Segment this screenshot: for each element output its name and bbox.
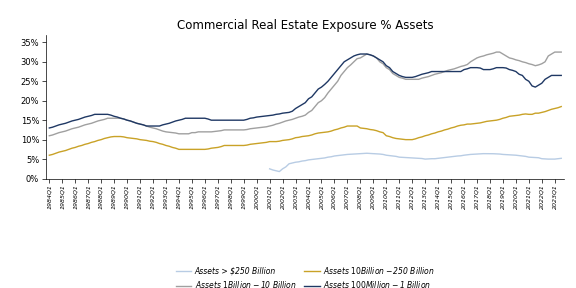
Assets $100 Million - $1 Billion xyxy=(211,118,218,122)
Assets $1 Billion - $10 Billion xyxy=(188,131,195,134)
Assets $100 Million - $1 Billion xyxy=(376,58,383,62)
Legend: Assets > $250 Billion, Assets $1 Billion - $10 Billion, Assets $10 Billion - $25: Assets > $250 Billion, Assets $1 Billion… xyxy=(173,262,438,288)
Assets > $250 Billion xyxy=(558,157,564,160)
Assets $100 Million - $1 Billion xyxy=(480,68,487,71)
Line: Assets $1 Billion - $10 Billion: Assets $1 Billion - $10 Billion xyxy=(50,52,561,136)
Assets > $250 Billion xyxy=(477,152,484,156)
Assets > $250 Billion xyxy=(418,157,425,160)
Assets $10 Billion - $250 Billion xyxy=(46,154,53,157)
Assets $1 Billion - $10 Billion xyxy=(418,76,425,80)
Assets $100 Million - $1 Billion xyxy=(357,52,364,56)
Title: Commercial Real Estate Exposure % Assets: Commercial Real Estate Exposure % Assets xyxy=(177,19,434,32)
Line: Assets $10 Billion - $250 Billion: Assets $10 Billion - $250 Billion xyxy=(50,107,561,155)
Assets $10 Billion - $250 Billion xyxy=(418,135,425,139)
Assets $100 Million - $1 Billion xyxy=(558,74,564,77)
Assets $1 Billion - $10 Billion xyxy=(558,50,564,54)
Line: Assets $100 Million - $1 Billion: Assets $100 Million - $1 Billion xyxy=(50,54,561,128)
Assets $10 Billion - $250 Billion xyxy=(211,146,218,149)
Assets $1 Billion - $10 Billion xyxy=(250,127,257,130)
Assets $100 Million - $1 Billion xyxy=(188,117,195,120)
Assets $10 Billion - $250 Billion xyxy=(558,105,564,108)
Assets $10 Billion - $250 Billion xyxy=(477,121,484,125)
Assets $10 Billion - $250 Billion xyxy=(250,142,257,146)
Assets $1 Billion - $10 Billion xyxy=(46,134,53,137)
Assets $100 Million - $1 Billion xyxy=(422,72,429,75)
Assets $10 Billion - $250 Billion xyxy=(188,148,195,151)
Assets $10 Billion - $250 Billion xyxy=(373,129,380,132)
Assets $1 Billion - $10 Billion xyxy=(211,130,218,133)
Assets $1 Billion - $10 Billion xyxy=(477,55,484,58)
Assets $1 Billion - $10 Billion xyxy=(493,50,500,54)
Assets > $250 Billion xyxy=(373,152,380,156)
Assets $100 Million - $1 Billion xyxy=(46,126,53,130)
Line: Assets > $250 Billion: Assets > $250 Billion xyxy=(270,153,561,172)
Assets $100 Million - $1 Billion xyxy=(250,116,257,120)
Assets $1 Billion - $10 Billion xyxy=(373,56,380,60)
